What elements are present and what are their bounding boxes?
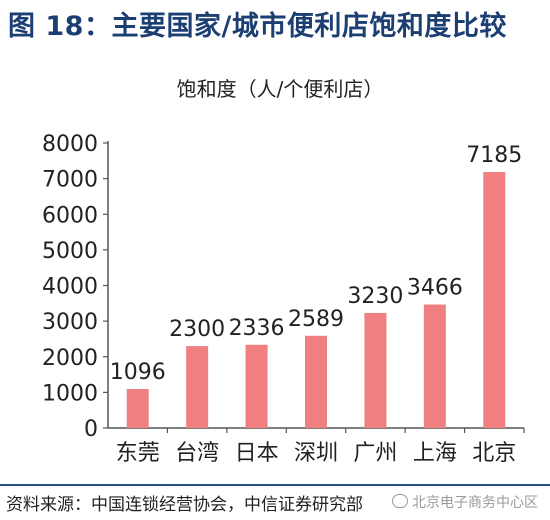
source-footer: 资料来源：中国连锁经营协会，中信证券研究部 北京电子商务中心区 (0, 484, 550, 518)
data-label: 1096 (110, 360, 166, 385)
x-tick-label: 日本 (235, 441, 279, 466)
bar (483, 172, 506, 428)
x-tick-label: 广州 (353, 441, 397, 466)
bar (305, 335, 327, 428)
x-tick-label: 北京 (472, 441, 516, 466)
y-tick-label: 5000 (42, 239, 98, 264)
data-label: 2589 (288, 307, 344, 332)
wechat-icon (392, 494, 408, 508)
data-label: 3466 (407, 276, 463, 301)
y-tick-label: 6000 (42, 203, 98, 228)
x-tick-label: 台湾 (175, 441, 219, 466)
chart-title: 饱和度（人/个便利店） (177, 77, 384, 101)
watermark-text: 北京电子商务中心区 (412, 495, 538, 511)
y-tick-label: 1000 (42, 381, 98, 406)
y-tick-label: 4000 (42, 275, 98, 300)
y-tick-label: 0 (84, 417, 98, 442)
y-tick-label: 2000 (42, 346, 98, 371)
bar (126, 388, 149, 428)
bar (364, 312, 387, 428)
x-tick-label: 东莞 (116, 441, 160, 466)
bar (186, 346, 209, 428)
y-tick-label: 8000 (42, 132, 98, 157)
x-tick-label: 上海 (413, 441, 457, 466)
data-label: 2300 (169, 317, 225, 342)
bar (245, 344, 268, 428)
data-label: 3230 (347, 284, 403, 309)
bar-chart: 饱和度（人/个便利店） 0 1000 2000 3000 4000 5000 6000 700… (42, 77, 525, 466)
y-tick-label: 3000 (42, 310, 98, 335)
data-label: 2336 (229, 316, 285, 341)
data-label: 7185 (466, 143, 522, 168)
y-tick-label: 7000 (42, 168, 98, 193)
watermark: 北京电子商务中心区 (392, 492, 538, 512)
figure-title: 图 18：主要国家/城市便利店饱和度比较 (8, 11, 507, 42)
bar (423, 304, 446, 428)
x-tick-label: 深圳 (294, 441, 338, 466)
source-text: 资料来源：中国连锁经营协会，中信证券研究部 (6, 495, 363, 515)
